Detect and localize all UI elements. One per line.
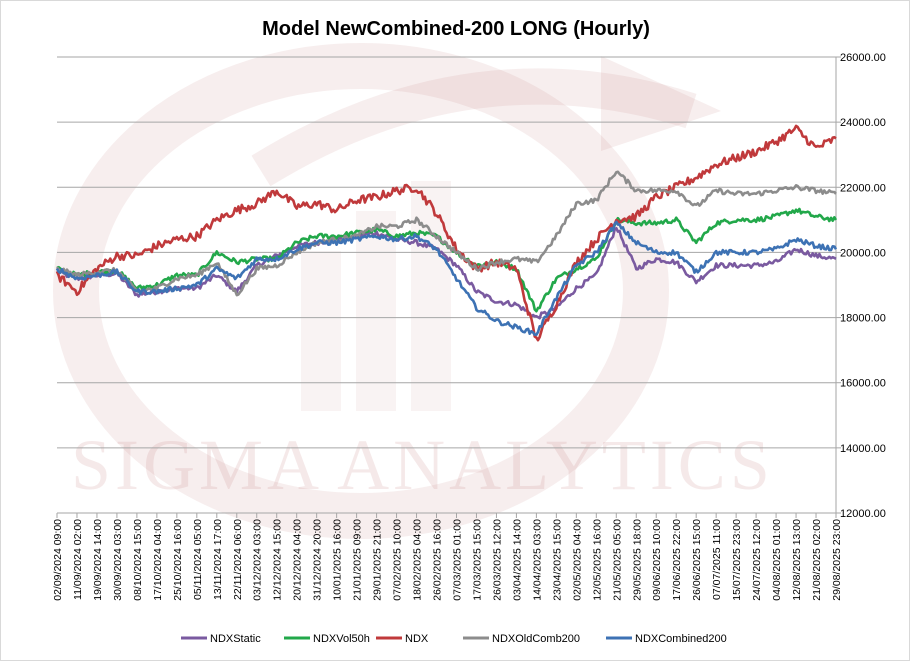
series-line-ndx <box>55 124 837 342</box>
x-tick-label: 21/01/2025 09:00 <box>352 519 364 601</box>
x-tick-label: 03/04/2025 14:00 <box>511 519 523 601</box>
x-tick-label: 17/03/2025 15:00 <box>471 519 483 601</box>
x-tick-label: 09/06/2025 10:00 <box>651 519 663 601</box>
legend: NDXStatic NDXVol50h NDX NDXOldComb200 NDXCom… <box>181 633 727 645</box>
x-tick-label: 12/08/2025 13:00 <box>791 519 803 601</box>
x-tick-label: 17/06/2025 22:00 <box>671 519 683 601</box>
x-tick-label: 07/07/2025 11:00 <box>711 519 723 600</box>
x-tick-label: 26/02/2025 16:00 <box>432 519 444 601</box>
x-tick-label: 03/12/2024 03:00 <box>252 519 264 601</box>
x-tick-label: 24/07/2025 12:00 <box>751 519 763 601</box>
x-tick-label: 29/01/2025 21:00 <box>372 519 384 601</box>
chart-title: Model NewCombined-200 LONG (Hourly) <box>262 18 650 40</box>
x-tick-label: 19/09/2024 14:00 <box>92 519 104 601</box>
x-tick-label: 31/12/2024 20:00 <box>312 519 324 601</box>
x-axis: 02/09/2024 09:00 11/09/2024 02:00 19/09/20… <box>52 512 843 601</box>
x-tick-label: 29/08/2025 23:00 <box>831 519 843 601</box>
x-tick-label: 13/11/2024 17:00 <box>212 519 224 600</box>
x-tick-label: 15/07/2025 23:00 <box>731 519 743 601</box>
x-tick-label: 23/04/2025 15:00 <box>551 519 563 601</box>
x-tick-label: 02/09/2024 09:00 <box>52 519 64 601</box>
series-line-ndxcombined200 <box>55 220 838 337</box>
y-tick-label: 20000.00 <box>840 247 886 259</box>
x-tick-label: 02/05/2025 04:00 <box>571 519 583 601</box>
y-tick-label: 22000.00 <box>840 182 886 194</box>
watermark-logo: SIGMA ANALYTICS <box>53 43 774 539</box>
x-tick-label: 10/01/2025 16:00 <box>332 519 344 601</box>
legend-label-ndxstatic: NDXStatic <box>210 633 261 645</box>
x-tick-label: 22/11/2024 06:00 <box>232 519 244 600</box>
x-tick-label: 08/10/2024 15:00 <box>132 519 144 601</box>
series-lines <box>55 124 838 342</box>
x-tick-label: 18/02/2025 04:00 <box>412 519 424 601</box>
y-tick-label: 18000.00 <box>840 313 886 325</box>
legend-label-ndx: NDX <box>405 633 429 645</box>
x-tick-label: 25/10/2024 16:00 <box>172 519 184 601</box>
y-tick-label: 14000.00 <box>840 443 886 455</box>
x-tick-label: 04/08/2025 01:00 <box>771 519 783 601</box>
x-tick-label: 26/03/2025 12:00 <box>491 519 503 601</box>
x-tick-label: 21/08/2025 02:00 <box>811 519 823 601</box>
y-tick-label: 24000.00 <box>840 117 886 129</box>
x-tick-label: 30/09/2024 03:00 <box>112 519 124 601</box>
x-tick-label: 12/05/2025 16:00 <box>591 519 603 601</box>
x-tick-label: 05/11/2024 05:00 <box>192 519 204 600</box>
y-tick-label: 12000.00 <box>840 508 886 520</box>
legend-label-ndxvol50h: NDXVol50h <box>313 633 370 645</box>
x-tick-label: 26/06/2025 15:00 <box>691 519 703 601</box>
watermark-text: SIGMA ANALYTICS <box>71 425 774 505</box>
x-tick-label: 07/02/2025 10:00 <box>392 519 404 601</box>
x-tick-label: 21/05/2025 05:00 <box>611 519 623 601</box>
x-tick-label: 17/10/2024 04:00 <box>152 519 164 601</box>
y-tick-label: 16000.00 <box>840 378 886 390</box>
x-tick-label: 20/12/2024 04:00 <box>292 519 304 601</box>
x-tick-label: 07/03/2025 01:00 <box>451 519 463 601</box>
x-tick-label: 14/04/2025 03:00 <box>531 519 543 601</box>
x-tick-label: 29/05/2025 18:00 <box>631 519 643 601</box>
legend-label-ndxoldcomb200: NDXOldComb200 <box>492 633 580 645</box>
x-tick-label: 11/09/2024 02:00 <box>72 519 84 600</box>
legend-label-ndxcombined200: NDXCombined200 <box>635 633 727 645</box>
x-tick-label: 12/12/2024 15:00 <box>272 519 284 601</box>
y-tick-label: 26000.00 <box>840 52 886 64</box>
series-line-ndxoldcomb200 <box>55 170 837 297</box>
y-axis: 12000.00 14000.00 16000.00 18000.00 20000.00… <box>835 52 886 520</box>
